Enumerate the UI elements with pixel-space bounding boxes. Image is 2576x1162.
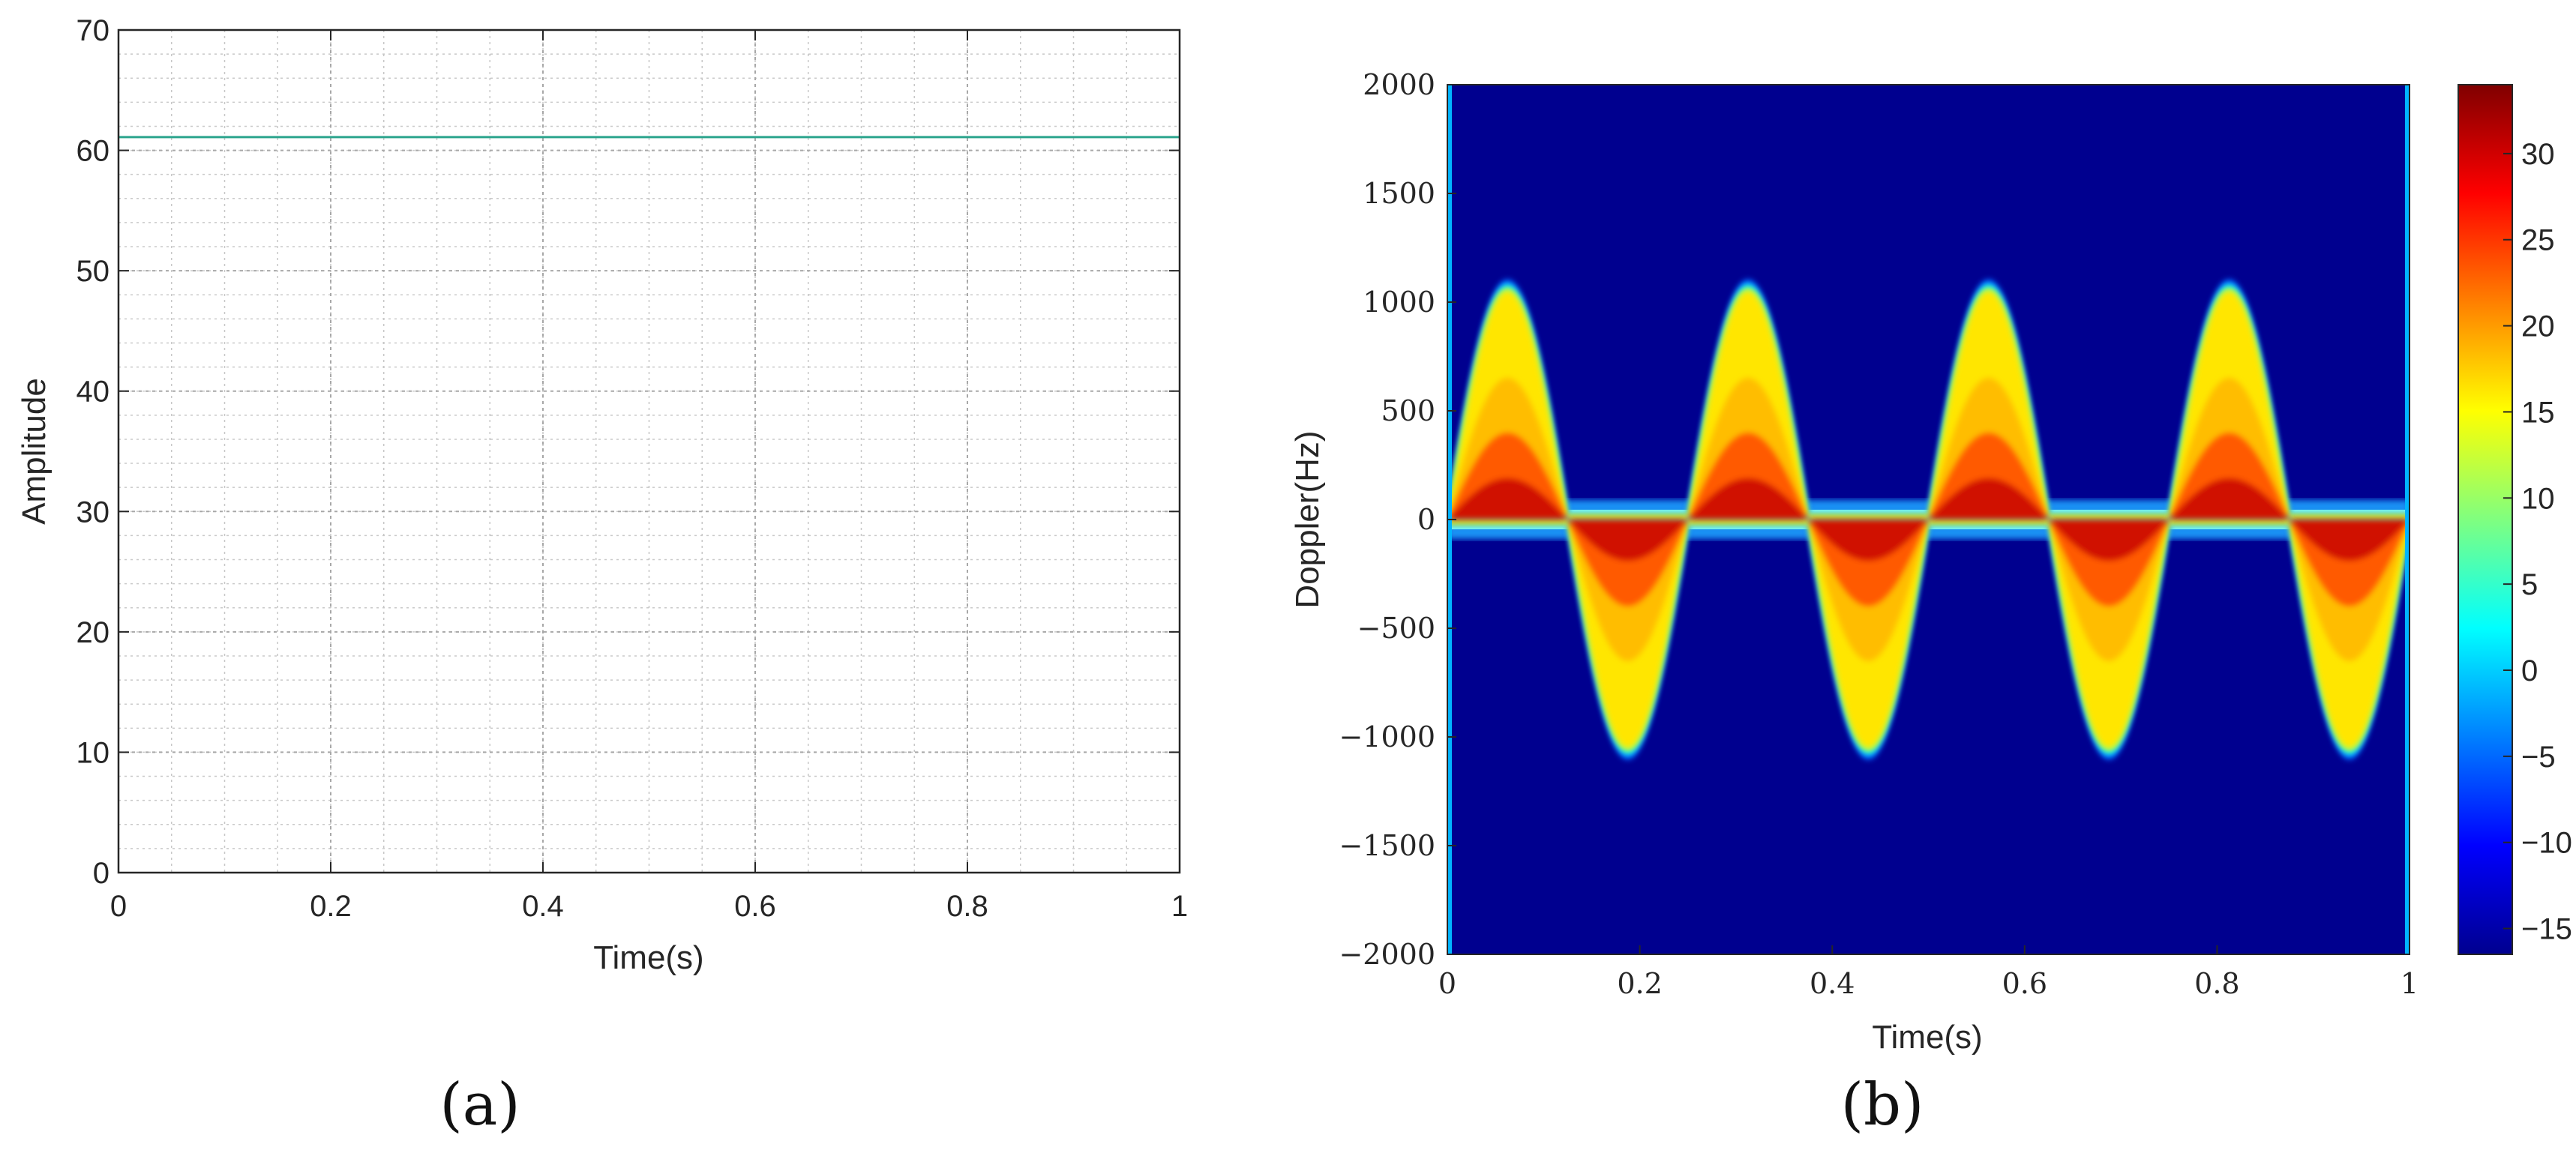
y-axis-label-a: Amplitude <box>16 378 52 525</box>
core-layer <box>1447 478 2410 520</box>
panel-label-a: (a) <box>439 1071 520 1139</box>
x-tick-label: 0.4 <box>522 890 564 923</box>
y-tick-label: −1000 <box>1339 720 1435 753</box>
panel-label-b: (b) <box>1841 1071 1924 1139</box>
axes-box-a <box>117 28 1181 874</box>
y-tick-label: 10 <box>76 736 110 769</box>
x-tick-label: 0.4 <box>1810 967 1855 1000</box>
y-tick-label: 1500 <box>1363 177 1435 210</box>
y-tick-label: 60 <box>76 135 110 168</box>
x-tick-label: 0.6 <box>2002 967 2047 1000</box>
colorbar-tick-label: 10 <box>2521 482 2555 515</box>
y-tick-label: 30 <box>76 496 110 529</box>
right-edge-artifact <box>2405 85 2409 954</box>
lobe-core <box>1447 378 2410 661</box>
y-tick-label: 20 <box>76 616 110 649</box>
colorbar-tick-label: 5 <box>2521 568 2538 601</box>
x-axis-label-b: Time(s) <box>1872 1019 1982 1056</box>
x-tick-label: 1 <box>2401 967 2419 1000</box>
y-tick-label: 0 <box>93 857 109 890</box>
x-tick-label: 0 <box>110 890 127 923</box>
x-tick-label: 0 <box>1438 967 1456 1000</box>
y-tick-label: 70 <box>76 14 110 47</box>
x-tick-label: 0.8 <box>946 890 988 923</box>
colorbar-tick-label: 25 <box>2521 224 2555 257</box>
y-tick-label: 0 <box>1417 503 1435 536</box>
x-tick-label: 0.8 <box>2194 967 2239 1000</box>
core-layer <box>1447 520 2410 561</box>
colorbar-tick-label: 30 <box>2521 138 2555 171</box>
heatmap-b <box>1447 85 2410 954</box>
y-tick-label: 500 <box>1381 394 1435 427</box>
colorbar-tick-label: 15 <box>2521 396 2555 429</box>
colorbar-tick-label: −5 <box>2521 741 2556 774</box>
y-tick-label: 50 <box>76 255 110 288</box>
colorbar-ticks: −15 −10 −5 0 5 10 15 20 25 30 <box>2503 138 2572 946</box>
x-tick-label: 0.6 <box>734 890 776 923</box>
y-tick-label: 1000 <box>1363 286 1435 319</box>
colorbar-tick-label: 0 <box>2521 654 2538 687</box>
colorbar-gradient <box>2458 84 2513 955</box>
panel-b: 0 0.2 0.4 0.6 0.8 1−2000−1500−1000−5000500100… <box>1289 68 2572 1139</box>
x-tick-label: 0.2 <box>310 890 352 923</box>
x-tick-label: 0.2 <box>1617 967 1662 1000</box>
colorbar-tick-label: −10 <box>2521 827 2572 860</box>
y-tick-label: −500 <box>1357 612 1435 645</box>
y-tick-label: −2000 <box>1339 938 1435 971</box>
y-tick-label: −1500 <box>1339 829 1435 862</box>
y-tick-label: 40 <box>76 376 110 409</box>
ticks-b: 0 0.2 0.4 0.6 0.8 1 −2000 −1500 −1000 −500 0 500 100… <box>1339 68 2419 1000</box>
y-tick-label: 2000 <box>1363 68 1435 101</box>
x-axis-label-a: Time(s) <box>593 939 703 976</box>
colorbar-tick-label: 20 <box>2521 310 2555 343</box>
y-axis-label-b: Doppler(Hz) <box>1289 430 1326 608</box>
x-tick-label: 1 <box>1171 890 1188 923</box>
colorbar-tick-label: −15 <box>2521 913 2572 946</box>
colorbar: −15 −10 −5 0 5 10 15 20 25 30 <box>2458 84 2572 955</box>
